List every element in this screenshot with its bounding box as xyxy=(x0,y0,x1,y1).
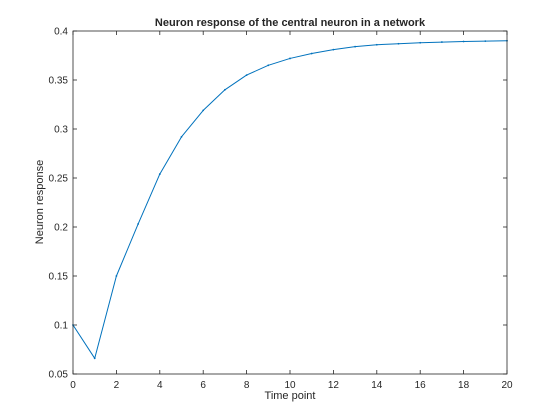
chart-title: Neuron response of the central neuron in… xyxy=(155,17,426,29)
data-point xyxy=(245,74,248,76)
x-tick-label: 20 xyxy=(501,380,513,391)
data-point xyxy=(93,357,96,360)
x-tick-label: 8 xyxy=(244,380,250,391)
y-tick-label: 0.4 xyxy=(54,27,68,38)
x-tick-label: 4 xyxy=(157,380,163,391)
x-tick-label: 14 xyxy=(371,380,383,391)
data-point xyxy=(441,41,443,43)
data-point xyxy=(354,45,356,48)
data-point xyxy=(137,223,140,225)
data-point xyxy=(310,52,313,55)
data-point xyxy=(267,64,270,67)
y-tick-label: 0.05 xyxy=(49,370,69,381)
x-tick-label: 6 xyxy=(200,380,206,391)
data-point xyxy=(180,135,183,138)
plot-area xyxy=(73,31,507,374)
data-point xyxy=(289,57,291,60)
x-axis-ticks: 0 2 4 6 8 10 12 14 16 18 20 xyxy=(70,31,513,391)
data-point xyxy=(375,43,378,46)
data-point xyxy=(397,42,400,45)
x-tick-label: 2 xyxy=(114,380,120,391)
x-tick-label: 12 xyxy=(328,380,340,391)
y-tick-label: 0.35 xyxy=(49,76,69,87)
x-axis-label: Time point xyxy=(265,390,316,402)
data-point xyxy=(484,40,487,42)
y-tick-label: 0.1 xyxy=(54,321,68,332)
x-tick-label: 16 xyxy=(415,380,427,391)
x-tick-label: 18 xyxy=(458,380,470,391)
y-tick-label: 0.2 xyxy=(54,223,68,234)
data-point xyxy=(158,173,161,175)
plot-frame xyxy=(72,30,508,375)
y-tick-label: 0.25 xyxy=(49,174,69,185)
data-point xyxy=(462,40,465,43)
data-point xyxy=(419,41,422,44)
data-point xyxy=(115,275,118,277)
data-point xyxy=(224,88,226,91)
x-tick-label: 10 xyxy=(284,380,296,391)
data-point xyxy=(332,48,335,51)
series-group xyxy=(72,39,508,360)
data-point xyxy=(202,109,205,112)
y-axis-label: Neuron response xyxy=(34,160,46,244)
y-axis-ticks: 0.05 0.1 0.15 0.2 0.25 0.3 0.35 0.4 xyxy=(49,27,507,381)
x-tick-label: 0 xyxy=(70,380,76,391)
y-tick-label: 0.3 xyxy=(54,125,68,136)
y-tick-label: 0.15 xyxy=(49,272,69,283)
